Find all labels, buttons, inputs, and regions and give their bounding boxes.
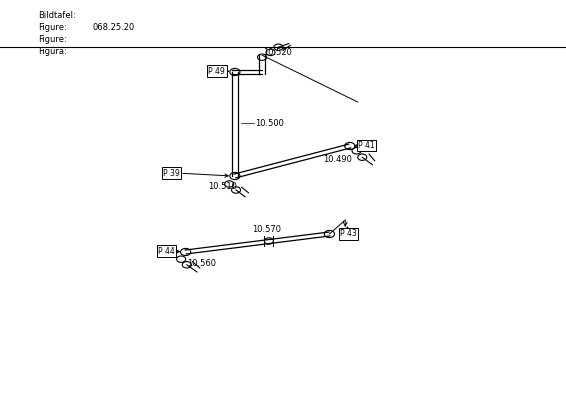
Text: 10.570: 10.570 [252, 225, 281, 234]
Text: P 49: P 49 [208, 67, 225, 76]
Text: Bildtafel:: Bildtafel: [38, 11, 76, 20]
Text: 10.490: 10.490 [323, 156, 351, 164]
Text: P 41: P 41 [358, 141, 375, 150]
Text: 10.520: 10.520 [263, 48, 292, 57]
Text: P 44: P 44 [158, 247, 175, 256]
Text: 068.25.20: 068.25.20 [92, 23, 135, 32]
Text: 10.560: 10.560 [187, 260, 216, 268]
Text: Figure:: Figure: [38, 35, 67, 44]
Text: 10.500: 10.500 [255, 119, 284, 128]
Text: Figure:: Figure: [38, 23, 67, 32]
Text: P 39: P 39 [163, 169, 180, 178]
Text: 10.510: 10.510 [208, 182, 237, 191]
Text: Figura:: Figura: [38, 47, 67, 56]
Text: P 43: P 43 [340, 230, 357, 238]
